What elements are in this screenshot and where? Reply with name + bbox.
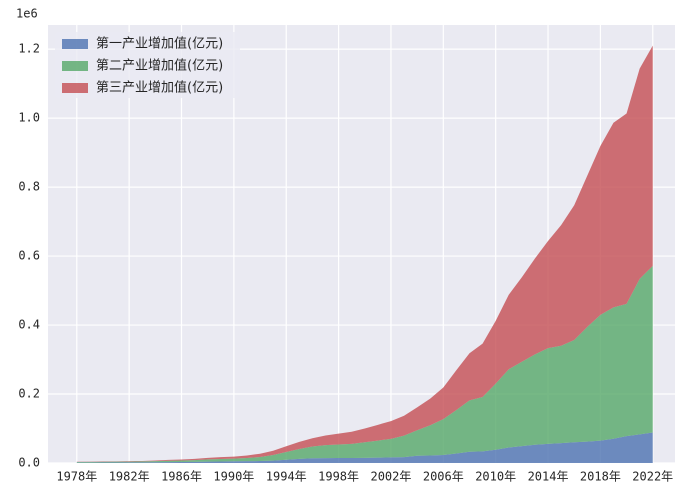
x-tick-label: 1994年 (266, 470, 307, 484)
x-tick-label: 2010年 (475, 470, 516, 484)
x-tick-label: 1990年 (213, 470, 254, 484)
x-tick-label: 1998年 (318, 470, 359, 484)
area (76, 45, 653, 463)
x-tick-label: 2022年 (632, 470, 673, 484)
area (76, 265, 653, 463)
x-tick-label: 2018年 (580, 470, 621, 484)
x-tick-label: 1986年 (161, 470, 202, 484)
x-tick-label: 2006年 (423, 470, 464, 484)
offset-label: 1e6 (16, 7, 38, 21)
area (76, 432, 653, 463)
y-tick-label: 0.0 (18, 456, 40, 470)
y-tick-label: 0.8 (18, 180, 40, 194)
legend-swatch (62, 39, 88, 49)
x-tick-label: 2014年 (528, 470, 569, 484)
y-tick-label: 0.4 (18, 318, 40, 332)
legend-label: 第一产业增加值(亿元) (96, 36, 223, 52)
legend-label: 第三产业增加值(亿元) (96, 80, 223, 96)
y-tick-label: 0.6 (18, 249, 40, 263)
x-tick-label: 1982年 (109, 470, 150, 484)
x-tick-label: 1978年 (56, 470, 97, 484)
legend-label: 第二产业增加值(亿元) (96, 58, 223, 74)
y-tick-label: 1.2 (18, 42, 40, 56)
y-tick-label: 0.2 (18, 387, 40, 401)
legend: 第一产业增加值(亿元) 第二产业增加值(亿元) 第三产业增加值(亿元) (55, 32, 240, 98)
legend-swatch (62, 83, 88, 93)
legend-swatch (62, 61, 88, 71)
x-tick-label: 2002年 (370, 470, 411, 484)
y-tick-label: 1.0 (18, 111, 40, 125)
legend-box (55, 32, 240, 98)
